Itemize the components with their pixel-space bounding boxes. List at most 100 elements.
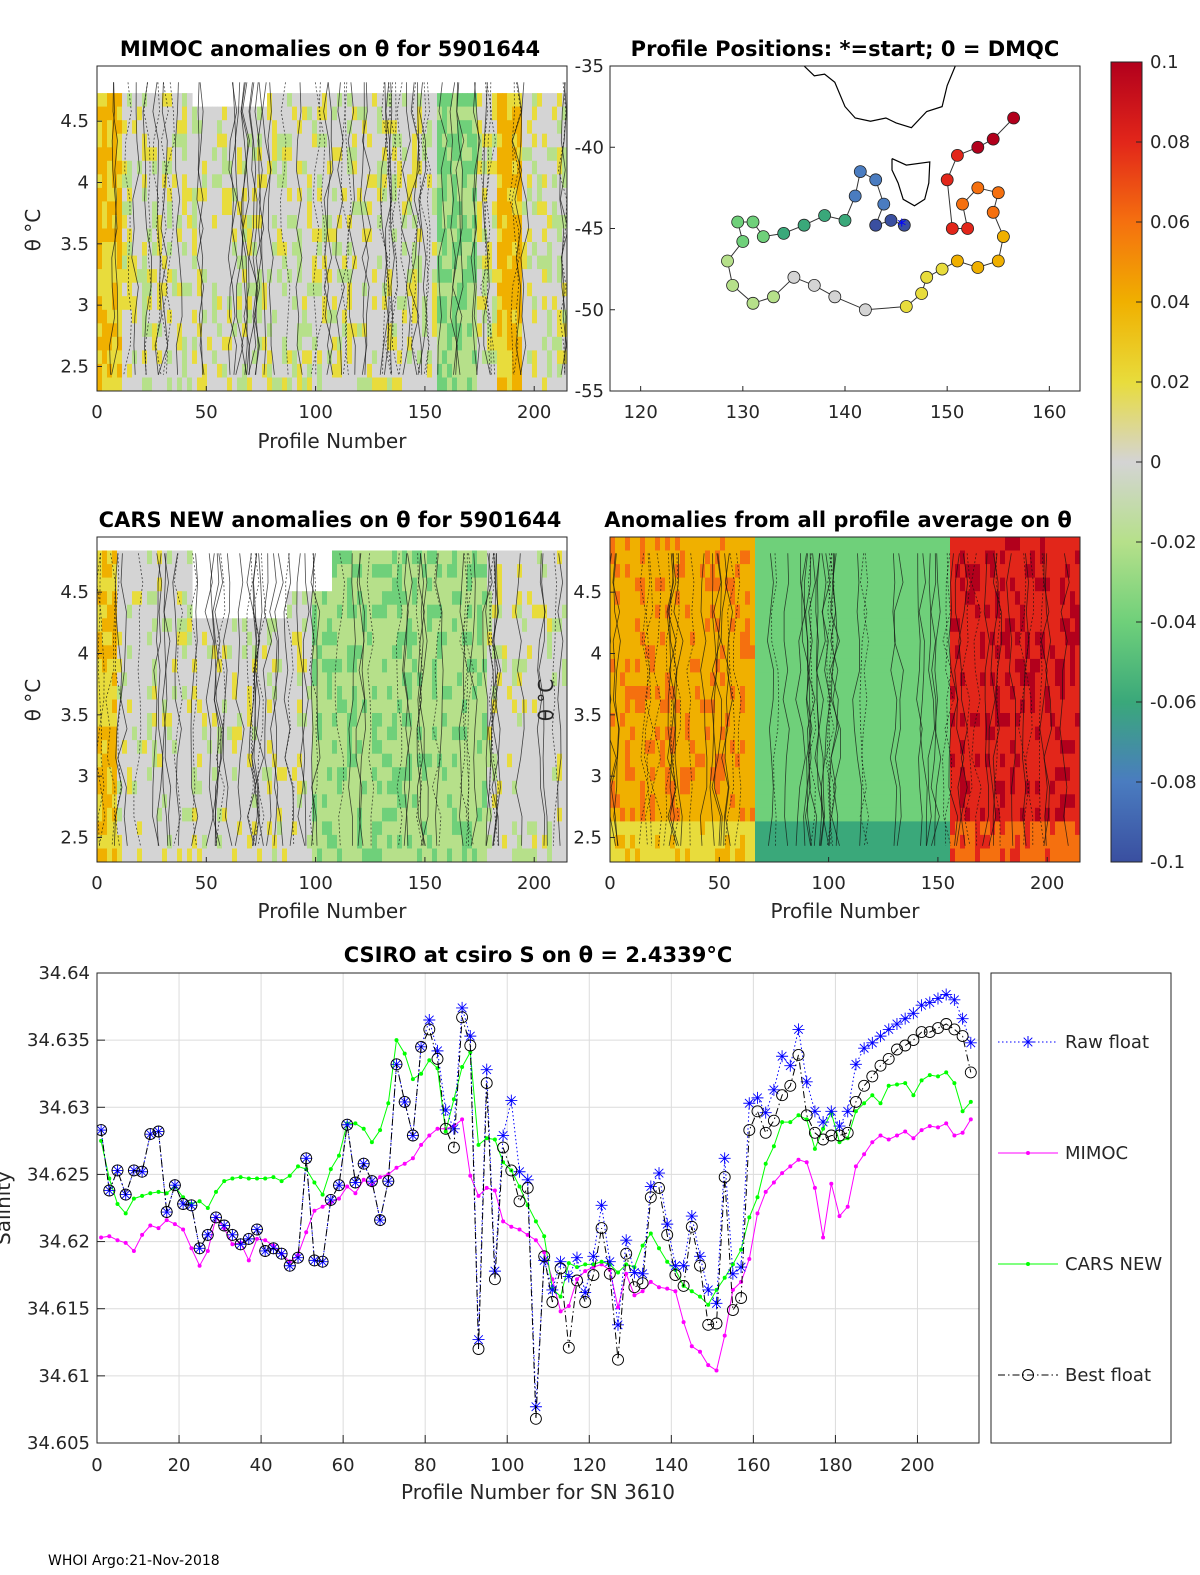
heatmap-cell <box>272 120 278 135</box>
heatmap-cell <box>97 269 103 284</box>
heatmap-cell <box>112 577 118 592</box>
heatmap-cell <box>97 780 103 795</box>
heatmap-cell <box>117 215 123 230</box>
heatmap-cell <box>272 269 278 284</box>
heatmap-cell <box>132 242 138 257</box>
heatmap-cell <box>252 120 258 135</box>
heatmap-cell <box>487 160 493 175</box>
heatmap-cell <box>192 377 198 391</box>
heatmap-cell <box>402 255 408 270</box>
profile-position-marker <box>945 222 959 235</box>
heatmap-cell <box>427 672 433 687</box>
heatmap-cell <box>172 726 178 741</box>
heatmap-cell <box>282 147 288 162</box>
heatmap-cell <box>655 713 661 728</box>
heatmap-cell <box>432 255 438 270</box>
heatmap-cell <box>625 550 631 565</box>
heatmap-cell <box>472 753 478 768</box>
heatmap-cell <box>552 336 558 351</box>
heatmap-cell <box>167 133 173 148</box>
heatmap-cell <box>492 120 498 135</box>
heatmap-cell <box>487 133 493 148</box>
heatmap-cell <box>182 631 188 646</box>
heatmap-cell <box>167 658 173 673</box>
heatmap-cell <box>112 645 118 660</box>
heatmap-cell <box>262 767 268 782</box>
heatmap-cell <box>342 296 348 311</box>
heatmap-cell <box>292 120 298 135</box>
heatmap-cell <box>257 780 263 795</box>
heatmap-cell <box>387 363 393 378</box>
heatmap-cell <box>207 215 213 230</box>
heatmap-cell <box>670 821 676 836</box>
heatmap-cell <box>427 550 433 565</box>
heatmap-cell <box>117 160 123 175</box>
heatmap-cell <box>660 821 666 836</box>
heatmap-cell <box>327 740 333 755</box>
heatmap-cell <box>402 604 408 619</box>
heatmap-contour <box>114 553 122 846</box>
heatmap-cell <box>287 767 293 782</box>
heatmap-cell <box>427 807 433 822</box>
heatmap-cell <box>257 336 263 351</box>
heatmap-cell <box>367 255 373 270</box>
heatmap-cell <box>472 147 478 162</box>
heatmap-cell <box>665 577 671 592</box>
heatmap-cell <box>700 591 706 606</box>
heatmap-contour <box>309 553 318 846</box>
heatmap-cell <box>322 713 328 728</box>
heatmap-cell <box>247 350 253 365</box>
heatmap-cell <box>442 255 448 270</box>
heatmap-cell <box>192 120 198 135</box>
heatmap-cell <box>287 780 293 795</box>
heatmap-cell <box>422 282 428 297</box>
heatmap-cell <box>237 174 243 189</box>
heatmap-cell <box>347 753 353 768</box>
heatmap-cell <box>102 740 108 755</box>
heatmap-cell <box>147 228 153 243</box>
heatmap-cell <box>187 363 193 378</box>
heatmap-cell <box>482 577 488 592</box>
heatmap-cell <box>730 713 736 728</box>
heatmap-cell <box>117 631 123 646</box>
heatmap-cell <box>212 377 218 391</box>
heatmap-cell <box>477 564 483 579</box>
heatmap-cell <box>372 645 378 660</box>
heatmap-cell <box>472 160 478 175</box>
heatmap-cell <box>715 807 721 822</box>
heatmap-cell <box>197 377 203 391</box>
heatmap-cell <box>152 726 158 741</box>
heatmap-cell <box>287 201 293 216</box>
heatmap-cell <box>172 187 178 202</box>
heatmap-cell <box>117 242 123 257</box>
heatmap-cell <box>620 767 626 782</box>
heatmap-cell <box>142 242 148 257</box>
heatmap-cell <box>177 794 183 809</box>
heatmap-contour <box>518 82 530 375</box>
heatmap-cell <box>312 309 318 324</box>
heatmap-cell <box>497 242 503 257</box>
heatmap-cell <box>447 726 453 741</box>
heatmap-cell <box>635 834 641 849</box>
heatmap-cell <box>720 537 726 552</box>
heatmap-contour <box>190 553 199 846</box>
heatmap-cell <box>307 591 313 606</box>
heatmap-cell <box>127 726 133 741</box>
heatmap-cell <box>307 120 313 135</box>
heatmap-cell <box>422 255 428 270</box>
heatmap-cell <box>397 174 403 189</box>
heatmap-cell <box>127 591 133 606</box>
heatmap-cell <box>162 767 168 782</box>
heatmap-cell <box>517 242 523 257</box>
heatmap-cell <box>227 215 233 230</box>
heatmap-cell <box>212 120 218 135</box>
heatmap-cell <box>492 255 498 270</box>
heatmap-cell <box>182 834 188 849</box>
heatmap-cell <box>207 631 213 646</box>
heatmap-cell <box>482 350 488 365</box>
heatmap-cell <box>147 309 153 324</box>
heatmap-cell <box>272 848 278 862</box>
heatmap-cell <box>377 631 383 646</box>
heatmap-cell <box>715 713 721 728</box>
heatmap-cell <box>207 753 213 768</box>
